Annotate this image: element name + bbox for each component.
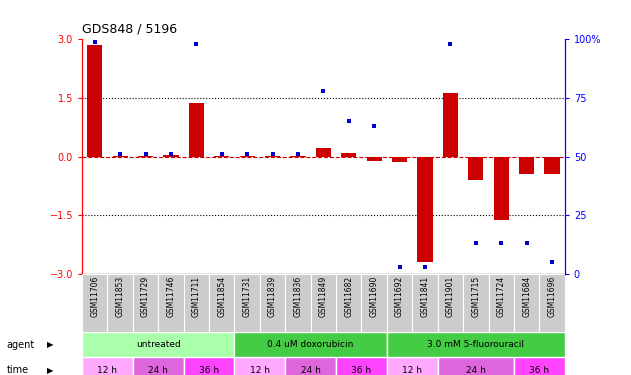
Text: GSM11854: GSM11854 — [217, 276, 227, 317]
Bar — [189, 103, 204, 157]
Bar — [163, 154, 179, 157]
Text: GSM11682: GSM11682 — [345, 276, 353, 316]
Bar — [488, 274, 514, 332]
Bar — [285, 274, 310, 332]
Bar — [387, 274, 412, 332]
Bar — [336, 357, 387, 375]
Bar — [133, 274, 158, 332]
Text: GSM11849: GSM11849 — [319, 276, 328, 317]
Bar — [392, 157, 407, 162]
Text: 24 h: 24 h — [148, 366, 168, 375]
Bar — [290, 156, 305, 157]
Bar — [214, 156, 230, 157]
Bar — [438, 357, 514, 375]
Bar — [184, 274, 209, 332]
Text: 24 h: 24 h — [301, 366, 321, 375]
Bar — [235, 332, 387, 357]
Text: agent: agent — [6, 340, 35, 350]
Text: 12 h: 12 h — [250, 366, 270, 375]
Bar — [463, 274, 488, 332]
Bar — [387, 332, 565, 357]
Bar — [336, 274, 362, 332]
Text: 36 h: 36 h — [199, 366, 219, 375]
Bar — [265, 156, 280, 157]
Bar — [240, 156, 255, 157]
Bar — [438, 274, 463, 332]
Bar — [285, 357, 336, 375]
Text: GSM11684: GSM11684 — [522, 276, 531, 317]
Text: 0.4 uM doxorubicin: 0.4 uM doxorubicin — [268, 340, 354, 349]
Bar — [310, 274, 336, 332]
Bar — [367, 157, 382, 161]
Bar — [87, 45, 102, 157]
Text: GSM11746: GSM11746 — [167, 276, 175, 317]
Text: GSM11836: GSM11836 — [293, 276, 302, 317]
Text: GSM11715: GSM11715 — [471, 276, 480, 317]
Text: untreated: untreated — [136, 340, 180, 349]
Text: GSM11696: GSM11696 — [548, 276, 557, 317]
Text: 12 h: 12 h — [403, 366, 422, 375]
Text: GSM11839: GSM11839 — [268, 276, 277, 317]
Bar — [138, 156, 153, 157]
Text: GSM11692: GSM11692 — [395, 276, 404, 317]
Text: 24 h: 24 h — [466, 366, 486, 375]
Bar — [341, 153, 357, 157]
Text: GSM11724: GSM11724 — [497, 276, 505, 317]
Text: GSM11706: GSM11706 — [90, 276, 99, 317]
Bar — [417, 157, 433, 262]
Text: GSM11841: GSM11841 — [420, 276, 430, 316]
Bar — [107, 274, 133, 332]
Text: GSM11853: GSM11853 — [115, 276, 125, 317]
Bar — [209, 274, 235, 332]
Bar — [519, 157, 534, 174]
Text: 12 h: 12 h — [97, 366, 117, 375]
Bar — [112, 156, 127, 157]
Text: 36 h: 36 h — [529, 366, 550, 375]
Text: ▶: ▶ — [47, 340, 54, 349]
Text: GSM11729: GSM11729 — [141, 276, 150, 317]
Bar — [443, 93, 458, 157]
Bar — [387, 357, 438, 375]
Bar — [260, 274, 285, 332]
Text: 36 h: 36 h — [351, 366, 372, 375]
Bar — [235, 274, 260, 332]
Bar — [468, 157, 483, 180]
Text: ▶: ▶ — [47, 366, 54, 375]
Bar — [82, 332, 235, 357]
Bar — [412, 274, 438, 332]
Bar — [514, 357, 565, 375]
Text: GDS848 / 5196: GDS848 / 5196 — [82, 22, 177, 36]
Bar — [158, 274, 184, 332]
Bar — [540, 274, 565, 332]
Bar — [316, 148, 331, 157]
Bar — [82, 357, 133, 375]
Bar — [493, 157, 509, 220]
Bar — [184, 357, 235, 375]
Bar — [514, 274, 540, 332]
Bar — [545, 157, 560, 174]
Bar — [362, 274, 387, 332]
Bar — [82, 274, 107, 332]
Text: GSM11690: GSM11690 — [370, 276, 379, 317]
Text: GSM11901: GSM11901 — [446, 276, 455, 317]
Text: GSM11731: GSM11731 — [243, 276, 252, 317]
Text: GSM11711: GSM11711 — [192, 276, 201, 316]
Bar — [235, 357, 285, 375]
Text: 3.0 mM 5-fluorouracil: 3.0 mM 5-fluorouracil — [427, 340, 524, 349]
Bar — [133, 357, 184, 375]
Text: time: time — [6, 365, 28, 375]
